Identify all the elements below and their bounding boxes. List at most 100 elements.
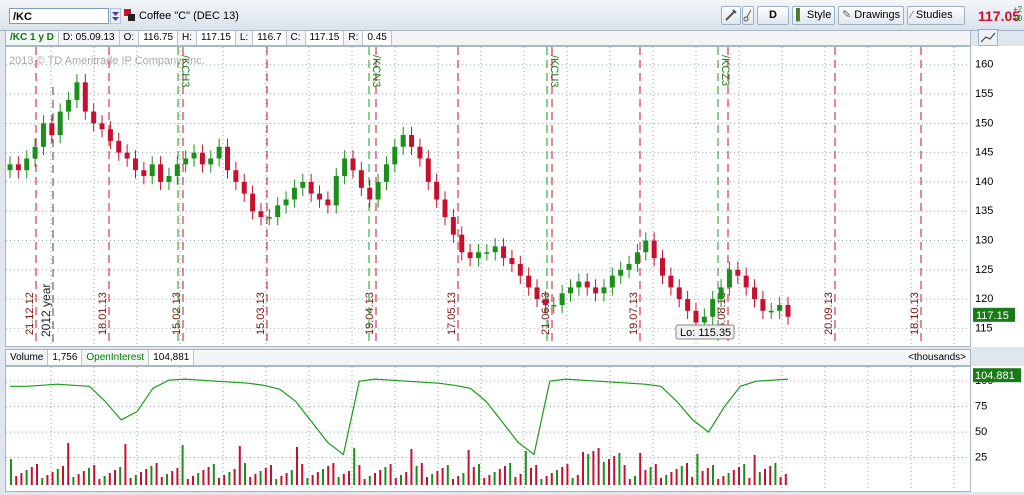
candle-body xyxy=(484,252,490,254)
volume-chart[interactable] xyxy=(6,367,970,491)
studies-button[interactable]: ⁄ Studies xyxy=(907,6,965,25)
candle-body xyxy=(174,164,180,177)
volume-bar xyxy=(691,477,694,485)
volume-bar xyxy=(493,472,496,485)
expiry-date-label: 17.05.13 xyxy=(446,292,458,335)
volume-chart-panel[interactable] xyxy=(5,366,971,492)
volume-header: Volume 1,756 OpenInterest 104,881 <thous… xyxy=(5,349,971,366)
volume-bar xyxy=(738,467,740,485)
volume-bar xyxy=(784,474,787,485)
chart-settings-button[interactable] xyxy=(978,29,998,46)
price-chart-panel[interactable]: 21.12.12 18.01.13 15.02.13 15.03.13 19.04.13… xyxy=(5,46,971,347)
volume-bar xyxy=(238,446,241,485)
volume-bar xyxy=(561,467,564,485)
volume-bar xyxy=(186,479,189,485)
volume-bar xyxy=(30,467,33,485)
candle-body xyxy=(383,164,389,182)
candle-body xyxy=(551,304,557,307)
volume-bar xyxy=(82,471,85,485)
volume-bar xyxy=(98,479,101,485)
chart-period-label[interactable]: /KC 1 y D xyxy=(6,31,59,45)
volume-bar xyxy=(670,472,673,485)
candle-body xyxy=(158,164,164,182)
volume-bar xyxy=(56,469,59,485)
volume-bar xyxy=(322,469,324,485)
volume-bar xyxy=(613,456,616,485)
studies-label: Studies xyxy=(915,9,953,21)
drawings-button[interactable]: ✎ Drawings xyxy=(838,6,904,25)
candle-body xyxy=(132,158,138,171)
volume-bar xyxy=(462,473,465,485)
style-button[interactable]: ▌ Style xyxy=(792,6,835,25)
link-colors-icon[interactable] xyxy=(124,9,136,22)
price-tick-label: 145 xyxy=(975,147,993,159)
candle-body xyxy=(434,181,440,200)
volume-bar xyxy=(535,465,538,485)
volume-bar xyxy=(311,475,314,485)
volume-bar xyxy=(103,476,106,485)
symbol-input[interactable]: /KC xyxy=(9,8,109,24)
info-close: 117.15 xyxy=(305,31,345,45)
volume-bar xyxy=(46,475,49,485)
volume-bar xyxy=(223,475,226,485)
candle-body xyxy=(542,299,548,305)
price-chart[interactable]: 21.12.12 18.01.13 15.02.13 15.03.13 19.04.13… xyxy=(6,47,970,346)
crosshair-tool-button[interactable] xyxy=(721,6,741,25)
chart-trend-icon xyxy=(980,32,996,43)
candle-body xyxy=(509,258,515,264)
volume-bar xyxy=(160,477,163,485)
volume-bar xyxy=(150,466,153,485)
candle-body xyxy=(199,152,205,165)
volume-bar xyxy=(181,445,184,485)
candle-body xyxy=(685,299,691,311)
volume-bar xyxy=(441,468,444,485)
volume-bar xyxy=(124,444,127,485)
aggregation-d-button[interactable]: D xyxy=(757,6,789,25)
expiry-date-label: 19.07.13 xyxy=(628,292,640,335)
candle-body xyxy=(74,82,80,100)
volume-bar xyxy=(540,479,543,485)
volume-bar xyxy=(337,477,340,485)
volume-bar xyxy=(722,476,725,485)
volume-bar xyxy=(233,469,236,485)
volume-bar xyxy=(545,476,548,485)
volume-bar xyxy=(259,471,262,485)
open-interest-line xyxy=(10,378,789,456)
symbol-dropdown-icon[interactable] xyxy=(110,8,121,24)
candle-body xyxy=(266,217,272,219)
candle-body xyxy=(66,99,72,112)
candle-body xyxy=(300,181,306,188)
volume-tick-label: 50 xyxy=(975,426,987,438)
volume-bar xyxy=(680,466,683,485)
volume-bar xyxy=(514,477,517,485)
volume-bar xyxy=(348,471,350,485)
volume-bar xyxy=(618,453,621,485)
contract-label: /KCZ3 xyxy=(719,55,731,86)
volume-bar xyxy=(467,450,470,485)
volume-bar xyxy=(108,473,111,485)
expiry-date-label: 19.04.13 xyxy=(364,292,376,335)
info-range: 0.45 xyxy=(363,31,392,45)
price-tick-label: 150 xyxy=(975,117,993,129)
candle-body xyxy=(216,146,222,159)
volume-bar xyxy=(654,464,657,485)
volume-bar xyxy=(706,468,709,485)
candle-body xyxy=(584,281,590,288)
volume-bar xyxy=(457,476,460,485)
price-tick-label: 140 xyxy=(975,176,993,188)
candle-body xyxy=(501,246,507,259)
price-tick-label: 120 xyxy=(975,293,993,305)
volume-bar xyxy=(93,465,96,485)
volume-bar xyxy=(212,464,215,485)
current-price-badge xyxy=(973,307,1015,322)
candle-body xyxy=(576,281,582,288)
candle-body xyxy=(417,146,423,159)
volume-bar xyxy=(660,478,662,485)
expiry-date-label: 16.08.13 xyxy=(716,292,728,335)
scissors-tool-button[interactable] xyxy=(742,6,754,25)
candle-body xyxy=(718,287,724,300)
volume-bar xyxy=(394,478,397,485)
volume-bar xyxy=(280,476,283,485)
volume-bar xyxy=(119,467,122,485)
volume-bar xyxy=(488,475,491,485)
